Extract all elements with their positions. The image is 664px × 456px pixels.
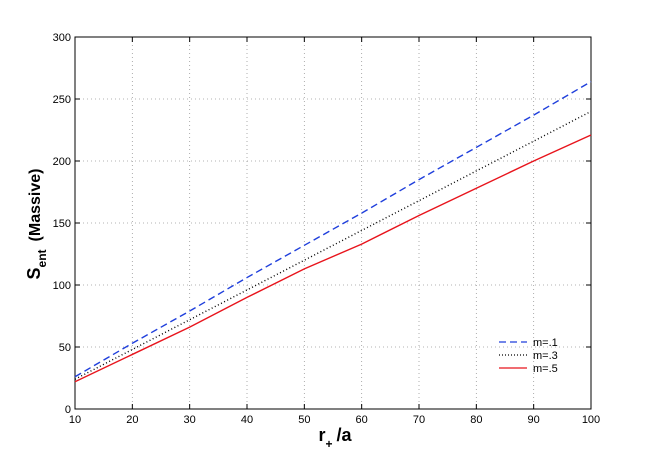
legend-label: m=.1: [533, 337, 558, 349]
x-tick-label: 30: [184, 414, 196, 426]
plot-area: [74, 36, 592, 410]
legend-label: m=.3: [533, 350, 558, 362]
x-tick-label: 40: [241, 414, 253, 426]
series-line: [74, 81, 592, 378]
x-tick-label: 60: [356, 414, 368, 426]
legend-item-m-5: m=.5: [499, 363, 558, 375]
x-tick-label: 80: [470, 414, 482, 426]
series-lines: [74, 81, 592, 383]
x-tick-label: 90: [528, 414, 540, 426]
legend: m=.1 m=.3 m=.5: [499, 337, 558, 375]
x-tick-label: 20: [126, 414, 138, 426]
grid: [75, 37, 591, 409]
y-tick-label: 300: [53, 32, 71, 44]
y-tick-label: 250: [53, 94, 71, 106]
legend-item-m-3: m=.3: [499, 350, 558, 362]
x-axis-label: r+/a: [318, 425, 352, 451]
x-tick-label: 100: [582, 414, 600, 426]
y-tick-label: 100: [53, 280, 71, 292]
axis-ticks: 10 20 30 40 50 60 70 80 90 100 0 50 100 150 200 250 300: [53, 32, 601, 426]
y-tick-label: 50: [59, 342, 71, 354]
y-tick-label: 200: [53, 156, 71, 168]
y-axis-label: Sent(Massive): [24, 169, 49, 280]
x-tick-label: 50: [298, 414, 310, 426]
x-tick-label: 10: [69, 414, 81, 426]
series-line: [74, 110, 592, 380]
legend-label: m=.5: [533, 363, 558, 375]
x-tick-label: 70: [413, 414, 425, 426]
y-tick-label: 0: [65, 404, 71, 416]
series-line: [74, 134, 592, 383]
legend-item-m-1: m=.1: [499, 337, 558, 349]
y-tick-label: 150: [53, 218, 71, 230]
